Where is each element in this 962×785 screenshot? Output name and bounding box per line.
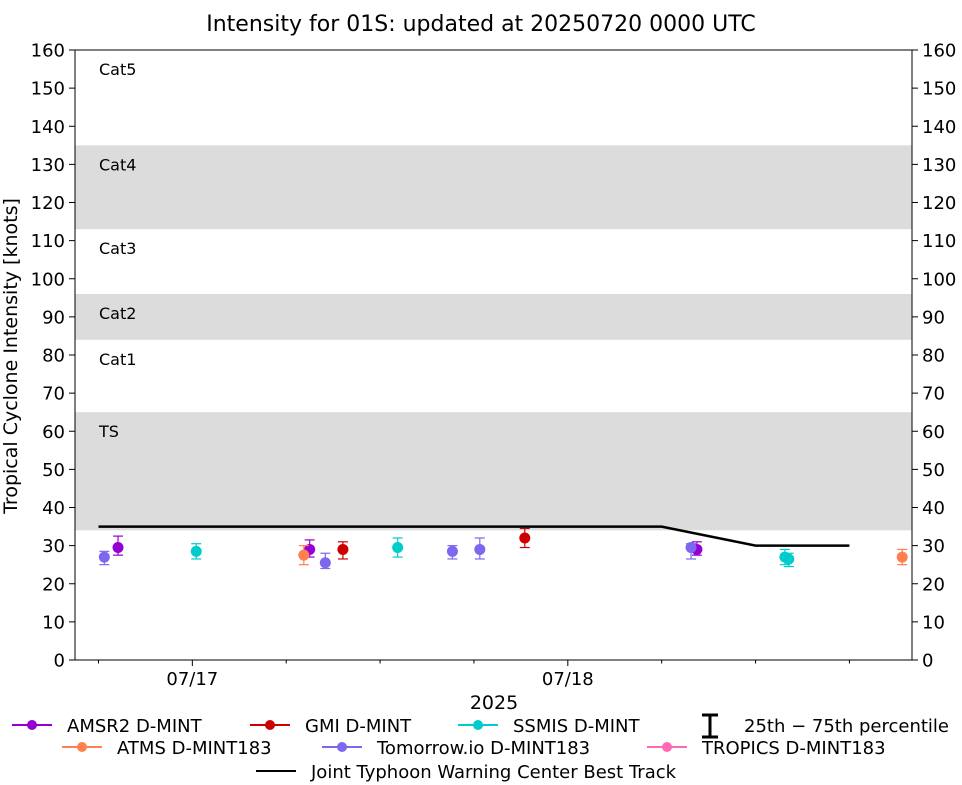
tomorrow-io-d-mint183-point bbox=[446, 545, 458, 557]
legend-label-amsr2-d-mint: AMSR2 D-MINT bbox=[67, 716, 203, 737]
legend-label-tropics-d-mint183: TROPICS D-MINT183 bbox=[701, 738, 886, 759]
category-label-cat2: Cat2 bbox=[99, 304, 136, 323]
category-band-ts bbox=[75, 412, 912, 531]
atms-d-mint183-point bbox=[896, 551, 908, 563]
category-band-cat2 bbox=[75, 294, 912, 340]
y-tick-label-right: 110 bbox=[922, 231, 956, 252]
plot-frame bbox=[74, 49, 913, 661]
y-tick-label-left: 50 bbox=[42, 460, 65, 481]
y-tick-label-right: 120 bbox=[922, 193, 956, 214]
y-tick-label-left: 110 bbox=[31, 231, 65, 252]
y-tick-label-right: 100 bbox=[922, 269, 956, 290]
y-tick-label-left: 10 bbox=[42, 612, 65, 633]
best-track-line bbox=[98, 525, 850, 547]
legend-label-atms-d-mint183: ATMS D-MINT183 bbox=[117, 738, 272, 759]
best-track-layer bbox=[98, 525, 850, 547]
category-band-cat4 bbox=[75, 145, 912, 230]
y-tick-label-right: 80 bbox=[922, 346, 945, 367]
y-tick-label-right: 160 bbox=[922, 41, 956, 62]
legend-marker-gmi-d-mint bbox=[265, 720, 275, 730]
legend-marker-tropics-d-mint183 bbox=[662, 742, 672, 752]
y-tick-label-right: 70 bbox=[922, 384, 945, 405]
y-tick-label-left: 150 bbox=[31, 79, 65, 100]
y-tick-label-right: 20 bbox=[922, 574, 945, 595]
y-tick-label-left: 20 bbox=[42, 574, 65, 595]
category-bands bbox=[75, 145, 912, 531]
y-tick-label-left: 60 bbox=[42, 422, 65, 443]
y-tick-label-left: 120 bbox=[31, 193, 65, 214]
y-tick-label-right: 90 bbox=[922, 307, 945, 328]
gmi-d-mint-point bbox=[519, 532, 531, 544]
tomorrow-io-d-mint183-point bbox=[474, 543, 486, 555]
y-tick-label-left: 90 bbox=[42, 307, 65, 328]
y-tick-label-right: 140 bbox=[922, 117, 956, 138]
category-label-ts: TS bbox=[98, 422, 119, 441]
y-tick-label-left: 30 bbox=[42, 536, 65, 557]
legend-marker-amsr2-d-mint bbox=[27, 720, 37, 730]
y-axis-label: Tropical Cyclone Intensity [knots] bbox=[0, 198, 22, 515]
y-tick-label-left: 40 bbox=[42, 498, 65, 519]
amsr2-d-mint-point bbox=[112, 542, 124, 554]
data-points-layer bbox=[98, 527, 908, 570]
y-axis-left: 0 10 20 30 40 50 60 70 80 90 100 110 120 130 140 150 160 bbox=[31, 41, 75, 672]
y-tick-label-right: 60 bbox=[922, 422, 945, 443]
legend-marker-atms-d-mint183 bbox=[77, 742, 87, 752]
chart-title: Intensity for 01S: updated at 20250720 0… bbox=[206, 12, 756, 37]
y-axis-right: 0 10 20 30 40 50 60 70 80 90 100 110 120 130 140 150 160 bbox=[912, 41, 956, 672]
y-tick-label-right: 130 bbox=[922, 155, 956, 176]
y-tick-label-right: 40 bbox=[922, 498, 945, 519]
y-tick-label-right: 50 bbox=[922, 460, 945, 481]
x-axis: 07/17 07/18 bbox=[97, 660, 850, 690]
x-tick-label: 07/18 bbox=[542, 669, 594, 690]
tomorrow-io-d-mint183-point bbox=[319, 557, 331, 569]
y-tick-label-left: 140 bbox=[31, 117, 65, 138]
tomorrow-io-d-mint183-point bbox=[98, 551, 110, 563]
y-tick-label-right: 150 bbox=[922, 79, 956, 100]
legend: AMSR2 D-MINT GMI D-MINT SSMIS D-MINT 25th −… bbox=[12, 713, 949, 783]
legend-marker-ssmis-d-mint bbox=[473, 720, 483, 730]
y-tick-label-left: 80 bbox=[42, 346, 65, 367]
y-tick-label-left: 70 bbox=[42, 384, 65, 405]
ssmis-d-mint-point bbox=[392, 542, 404, 554]
legend-label-gmi-d-mint: GMI D-MINT bbox=[305, 716, 412, 737]
legend-marker-tomorrow-io-d-mint183 bbox=[337, 742, 347, 752]
ssmis-d-mint-point bbox=[190, 545, 202, 557]
x-tick-label: 07/17 bbox=[166, 669, 218, 690]
x-axis-label: 2025 bbox=[470, 692, 518, 714]
ssmis-d-mint-point bbox=[783, 553, 795, 565]
y-tick-label-left: 0 bbox=[54, 651, 65, 672]
atms-d-mint183-point bbox=[298, 549, 310, 561]
legend-label-percentile: 25th − 75th percentile bbox=[744, 716, 949, 737]
tomorrow-io-d-mint183-point bbox=[685, 542, 697, 554]
y-tick-label-right: 10 bbox=[922, 612, 945, 633]
category-label-cat4: Cat4 bbox=[99, 155, 136, 174]
category-label-cat5: Cat5 bbox=[99, 60, 136, 79]
category-labels: TS Cat1 Cat2 Cat3 Cat4 Cat5 bbox=[98, 60, 136, 441]
y-tick-label-left: 100 bbox=[31, 269, 65, 290]
legend-label-ssmis-d-mint: SSMIS D-MINT bbox=[513, 716, 640, 737]
legend-label-tomorrow-io-d-mint183: Tomorrow.io D-MINT183 bbox=[376, 738, 590, 759]
category-label-cat3: Cat3 bbox=[99, 239, 136, 258]
y-tick-label-left: 160 bbox=[31, 41, 65, 62]
y-tick-label-right: 0 bbox=[922, 651, 933, 672]
y-tick-label-left: 130 bbox=[31, 155, 65, 176]
gmi-d-mint-point bbox=[337, 543, 349, 555]
y-tick-label-right: 30 bbox=[922, 536, 945, 557]
legend-label-best-track: Joint Typhoon Warning Center Best Track bbox=[310, 762, 677, 783]
category-label-cat1: Cat1 bbox=[99, 350, 136, 369]
